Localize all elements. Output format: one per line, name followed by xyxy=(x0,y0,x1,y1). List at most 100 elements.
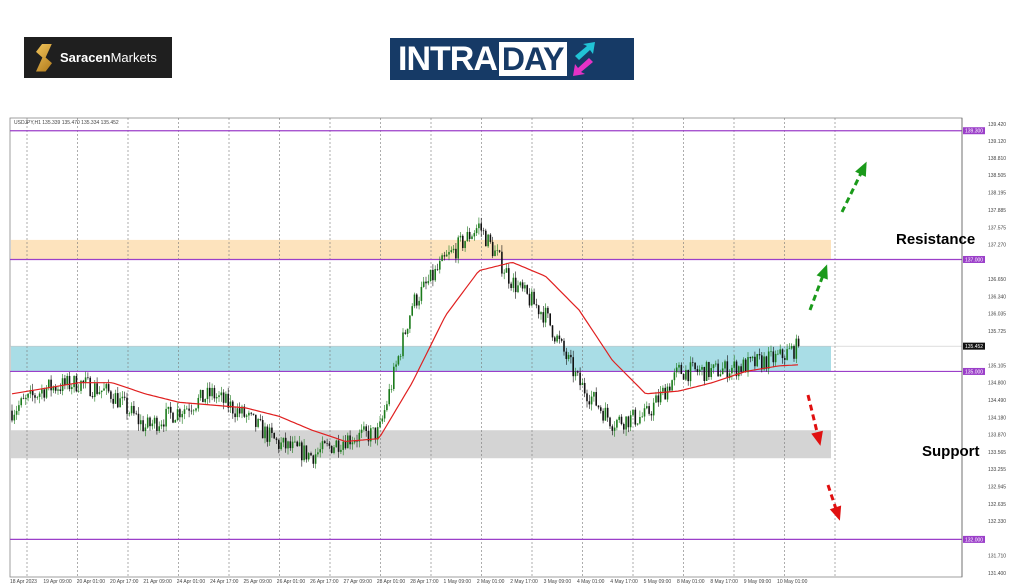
candle-body xyxy=(146,417,149,428)
candle-body xyxy=(227,393,229,408)
candle-body xyxy=(664,387,666,400)
candle-body xyxy=(186,408,188,410)
candle-body xyxy=(59,389,62,391)
candle-body xyxy=(777,353,779,355)
candle-body xyxy=(744,359,747,373)
x-tick-label: 25 Apr 09:00 xyxy=(243,579,272,585)
candle-body xyxy=(609,417,611,427)
candle-body xyxy=(82,380,85,383)
candle-body xyxy=(671,380,673,391)
x-tick-label: 24 Apr 17:00 xyxy=(210,579,239,585)
candle-body xyxy=(784,358,786,360)
candle-body xyxy=(662,387,664,392)
candle-body xyxy=(471,236,473,239)
y-tick-label: 132.635 xyxy=(988,502,1006,508)
candle-body xyxy=(404,332,407,334)
current-range-zone xyxy=(11,346,831,372)
candle-body xyxy=(314,454,317,464)
candle-body xyxy=(616,419,618,428)
candle-body xyxy=(425,281,427,284)
candle-body xyxy=(209,387,211,397)
candle-body xyxy=(521,282,524,289)
candle-body xyxy=(291,441,294,449)
candle-body xyxy=(363,426,365,430)
candle-body xyxy=(73,376,75,388)
candle-body xyxy=(174,420,177,423)
resistance-label: Resistance xyxy=(896,231,976,248)
candle-body xyxy=(13,414,16,421)
down-arrow-head-icon xyxy=(829,505,842,521)
candle-body xyxy=(721,368,724,375)
candle-body xyxy=(517,285,519,293)
candle-body xyxy=(781,349,784,359)
candle-body xyxy=(551,325,554,338)
candle-body xyxy=(597,405,600,408)
candle-body xyxy=(271,427,273,434)
candle-body xyxy=(418,300,420,306)
candle-body xyxy=(577,371,579,373)
x-tick-label: 1 May 09:00 xyxy=(444,579,472,585)
candle-body xyxy=(740,366,742,372)
candle-body xyxy=(648,406,650,414)
candle-body xyxy=(620,416,623,425)
candle-body xyxy=(602,410,604,421)
candle-body xyxy=(197,397,200,409)
candle-body xyxy=(758,354,761,356)
candle-body xyxy=(232,401,234,414)
candle-body xyxy=(294,441,296,443)
candle-body xyxy=(448,251,450,255)
candle-body xyxy=(409,315,411,329)
logo-word-day: DAY xyxy=(498,42,567,76)
candle-body xyxy=(183,409,186,414)
candle-body xyxy=(726,361,729,379)
y-tick-label: 133.565 xyxy=(988,450,1006,456)
candle-body xyxy=(595,392,597,406)
candle-body xyxy=(416,294,418,306)
candle-body xyxy=(390,389,393,390)
candle-body xyxy=(756,354,758,367)
candle-body xyxy=(600,407,602,411)
down-arrow-2 xyxy=(826,484,840,516)
y-tick-label: 134.800 xyxy=(988,381,1006,387)
candle-body xyxy=(261,420,264,439)
candle-body xyxy=(241,406,243,414)
candle-body xyxy=(229,401,232,408)
candle-body xyxy=(236,408,239,418)
y-tick-label: 132.945 xyxy=(988,485,1006,491)
candle-body xyxy=(169,406,172,413)
level-tag xyxy=(963,255,985,263)
candle-body xyxy=(544,307,547,323)
candle-body xyxy=(406,328,409,334)
x-tick-label: 10 May 01:00 xyxy=(777,579,808,585)
x-tick-label: 2 May 01:00 xyxy=(477,579,505,585)
candle-body xyxy=(413,294,416,307)
candle-body xyxy=(754,356,756,367)
candle-body xyxy=(27,393,29,398)
y-tick-label: 136.340 xyxy=(988,294,1006,300)
candle-body xyxy=(747,357,749,373)
candle-body xyxy=(179,409,181,418)
candle-body xyxy=(353,440,356,443)
candle-body xyxy=(533,291,535,305)
candle-body xyxy=(158,426,160,431)
candle-body xyxy=(666,386,669,400)
candle-body xyxy=(652,402,655,416)
y-tick-label: 135.105 xyxy=(988,364,1006,370)
x-tick-label: 19 Apr 09:00 xyxy=(43,579,72,585)
x-tick-label: 3 May 09:00 xyxy=(544,579,572,585)
candle-body xyxy=(98,392,101,394)
y-tick-label: 135.725 xyxy=(988,329,1006,335)
candle-body xyxy=(673,372,676,381)
candle-body xyxy=(393,366,395,390)
candle-body xyxy=(192,410,195,412)
candle-body xyxy=(80,380,82,391)
candle-body xyxy=(220,392,223,396)
y-tick-label: 137.575 xyxy=(988,225,1006,231)
candle-body xyxy=(606,407,609,418)
candle-body xyxy=(519,282,522,286)
candle-body xyxy=(735,361,738,377)
candle-body xyxy=(728,373,731,379)
candle-body xyxy=(466,231,469,242)
candle-body xyxy=(133,405,135,414)
candle-body xyxy=(685,369,687,380)
